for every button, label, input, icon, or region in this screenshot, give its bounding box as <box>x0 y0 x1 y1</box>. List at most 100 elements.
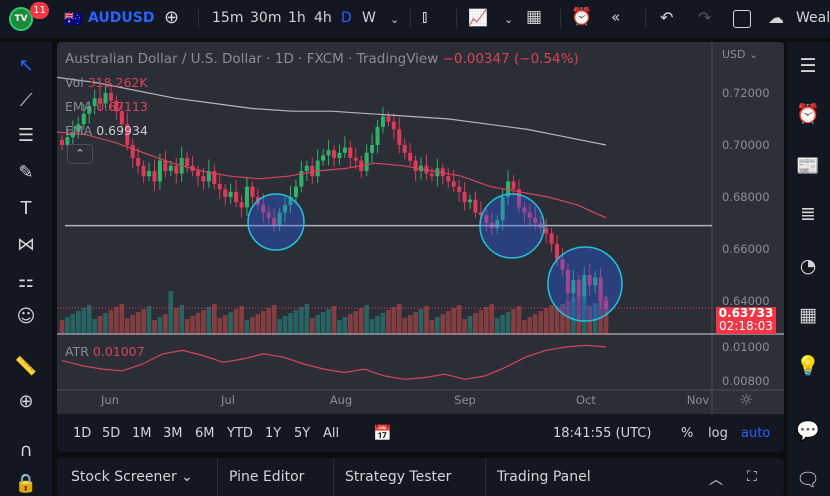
candle <box>157 160 162 182</box>
magnet-icon[interactable]: ∩ <box>19 440 33 461</box>
volume-bar <box>92 319 97 334</box>
month-tick: Oct <box>576 393 596 407</box>
tab-stock-screener[interactable]: Stock Screener ⌄ <box>71 469 193 485</box>
replay-icon[interactable]: « <box>611 8 621 26</box>
indicators-icon[interactable]: 📈 <box>468 8 488 27</box>
watchlist-icon[interactable]: ☰ <box>799 55 817 77</box>
candle <box>576 280 581 296</box>
interval-15m[interactable]: 15m <box>212 10 244 26</box>
range-5y[interactable]: 5Y <box>294 426 311 441</box>
log-toggle[interactable]: log <box>708 426 728 441</box>
volume-bar <box>331 306 337 334</box>
percent-toggle[interactable]: % <box>681 426 694 441</box>
interval-4h[interactable]: 4h <box>314 10 332 26</box>
tab-trading-panel[interactable]: Trading Panel <box>497 469 591 485</box>
candle <box>147 171 152 177</box>
volume-bar <box>97 316 103 334</box>
emoji-icon[interactable]: ☺ <box>16 306 36 327</box>
candle <box>555 243 560 260</box>
candle <box>560 259 565 270</box>
collapse-legend-button[interactable]: ⌃ <box>67 144 93 164</box>
redo-icon[interactable]: ↷ <box>698 8 712 27</box>
volume-bar <box>135 312 141 334</box>
candle <box>397 129 402 145</box>
volume-bar <box>396 304 402 334</box>
candles-icon[interactable]: ⫾ <box>422 7 428 27</box>
chart-pane[interactable]: 0.72000 0.70000 0.68000 0.66000 0.64000 0.010… <box>57 42 784 414</box>
candle <box>593 277 598 286</box>
cloud-icon[interactable]: ☁ <box>768 8 784 27</box>
chats-icon[interactable]: 💬 <box>796 420 820 442</box>
app-logo[interactable]: TV <box>9 7 33 31</box>
interval-w[interactable]: W <box>362 10 376 26</box>
ruler-icon[interactable]: 📏 <box>14 356 38 377</box>
ema-slow-legend[interactable]: EMA 0.69934 <box>65 123 148 138</box>
zoom-icon[interactable]: ⊕ <box>18 391 34 412</box>
cursor-icon[interactable]: ↖ <box>18 55 34 76</box>
lock-icon[interactable]: 🔒 <box>14 473 38 494</box>
range-1d[interactable]: 1D <box>73 426 92 441</box>
volume-bar <box>70 314 76 334</box>
undo-icon[interactable]: ↶ <box>660 8 674 27</box>
currency-selector[interactable]: USD ⌄ <box>722 48 759 61</box>
candle <box>353 158 358 161</box>
calendar-icon[interactable]: ▦ <box>799 304 817 326</box>
circle-annotation[interactable] <box>479 193 545 259</box>
pattern-icon[interactable]: ⋈ <box>17 234 35 255</box>
news-icon[interactable]: 📰 <box>796 155 820 177</box>
chevron-down-icon[interactable]: ⌄ <box>504 13 514 26</box>
forecast-icon[interactable]: ⚏ <box>17 271 35 292</box>
add-symbol-icon[interactable]: ⊕ <box>164 7 180 28</box>
alarm-icon[interactable]: ⏰ <box>796 103 820 125</box>
fib-icon[interactable]: ☰ <box>17 125 35 146</box>
range-5d[interactable]: 5D <box>102 426 121 441</box>
interval-d[interactable]: D <box>341 10 352 26</box>
symbol-button[interactable]: AUDUSD <box>88 10 155 26</box>
volume-bar <box>560 304 565 334</box>
candle <box>201 176 206 182</box>
volume-legend[interactable]: Vol 318.262K <box>65 75 148 90</box>
interval-30m[interactable]: 30m <box>250 10 282 26</box>
range-1m[interactable]: 1M <box>132 426 152 441</box>
fullscreen-icon[interactable] <box>733 10 751 28</box>
settings-icon[interactable]: ☼ <box>739 390 754 409</box>
volume-bar <box>195 313 201 334</box>
circle-annotation[interactable] <box>247 193 305 251</box>
ema-fast-legend[interactable]: EMA 0.67113 <box>65 99 148 114</box>
interval-1h[interactable]: 1h <box>288 10 306 26</box>
volume-bar <box>184 319 190 334</box>
month-tick: Jun <box>100 393 119 407</box>
tab-pine-editor[interactable]: Pine Editor <box>229 469 305 485</box>
candle <box>342 147 347 153</box>
text-icon[interactable]: T <box>20 198 32 219</box>
range-3m[interactable]: 3M <box>163 426 183 441</box>
hotlist-icon[interactable]: ◔ <box>799 255 817 277</box>
list-icon[interactable]: ≣ <box>800 203 816 225</box>
atr-legend[interactable]: ATR 0.01007 <box>65 344 145 359</box>
brush-icon[interactable]: ✎ <box>18 162 34 183</box>
trendline-icon[interactable]: ⟋ <box>19 90 33 111</box>
volume-bar <box>462 319 467 334</box>
layouts-icon[interactable]: ▦ <box>526 7 543 27</box>
atr-tick: 0.00800 <box>722 374 770 388</box>
circle-annotation[interactable] <box>547 246 623 322</box>
chevron-down-icon[interactable]: ⌄ <box>390 13 400 26</box>
account-name[interactable]: Wealt <box>796 10 830 26</box>
range-1y[interactable]: 1Y <box>265 426 282 441</box>
maximize-icon[interactable]: ⛶ <box>747 469 757 485</box>
range-all[interactable]: All <box>323 426 340 441</box>
clock[interactable]: 18:41:55 (UTC) <box>553 426 652 441</box>
candle <box>310 165 315 177</box>
date-range-icon[interactable]: 📅 <box>373 424 392 442</box>
auto-toggle[interactable]: auto <box>741 426 771 441</box>
candle <box>364 152 369 171</box>
range-6m[interactable]: 6M <box>195 426 215 441</box>
chat-icon[interactable]: 🗨 <box>795 469 821 491</box>
range-ytd[interactable]: YTD <box>227 426 253 441</box>
ideas-icon[interactable]: 💡 <box>796 355 820 377</box>
candle <box>81 113 86 125</box>
price-chart[interactable]: 0.72000 0.70000 0.68000 0.66000 0.64000 0.010… <box>57 42 784 414</box>
tab-strategy-tester[interactable]: Strategy Tester <box>345 469 452 485</box>
expand-panel-icon[interactable]: ︿ <box>709 472 723 488</box>
alert-icon[interactable]: ⏰ <box>571 7 593 27</box>
